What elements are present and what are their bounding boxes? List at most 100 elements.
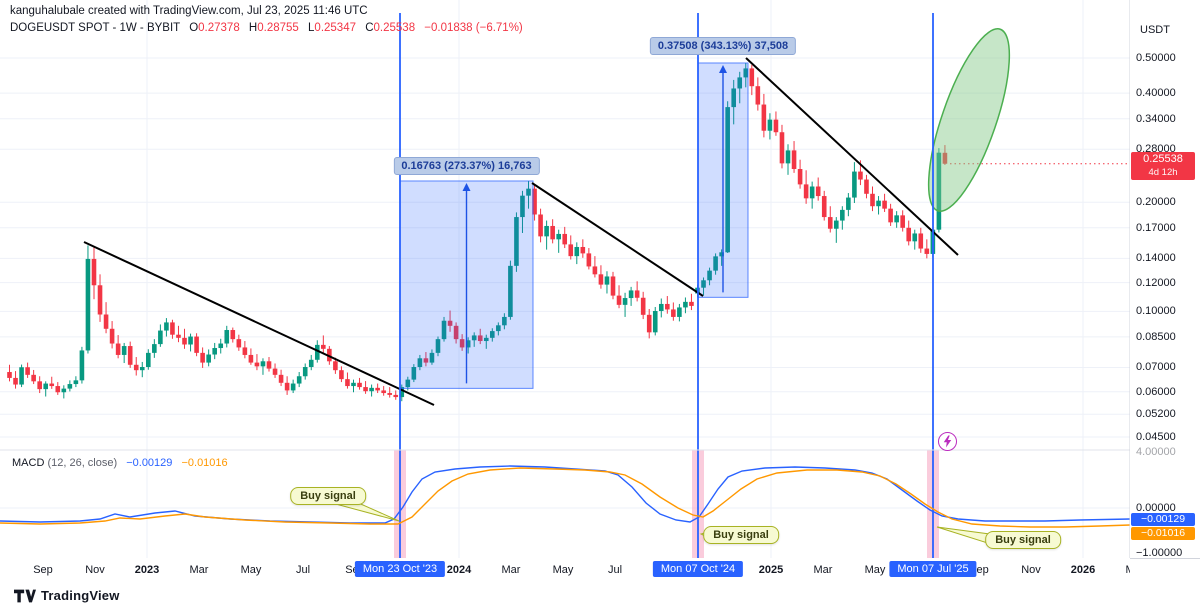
candle-body [31, 374, 36, 382]
candle-body [85, 258, 91, 351]
candle-body [604, 276, 610, 285]
candle-body [876, 200, 881, 207]
candle-body [182, 337, 187, 345]
candle-body [164, 322, 169, 331]
price-tick-label: 0.34000 [1136, 112, 1176, 125]
candle-body [61, 388, 67, 393]
tradingview-logo[interactable]: TradingView [14, 588, 120, 603]
symbol-info-bar[interactable]: DOGEUSDT SPOT - 1W - BYBIT O0.27378 H0.2… [10, 22, 523, 34]
candle-body [532, 188, 537, 215]
candle-body [103, 314, 109, 329]
candle-body [369, 387, 374, 392]
change-value: −0.01838 (−6.71%) [424, 22, 523, 34]
candle-body [821, 196, 827, 218]
buy-signal-callout[interactable]: Buy signal [703, 526, 779, 544]
candle-body [640, 297, 646, 315]
candle-body [628, 290, 634, 299]
candle-body [278, 374, 284, 383]
high-label: H [248, 22, 258, 34]
candle-body [761, 104, 767, 131]
time-axis-label: 2023 [134, 564, 160, 576]
candle-body [544, 225, 549, 237]
candle-body [471, 335, 477, 341]
candle-body [526, 188, 531, 196]
candle-body [568, 244, 574, 257]
buy-signal-callout[interactable]: Buy signal [290, 487, 366, 505]
candle-body [206, 354, 211, 363]
candle-body [79, 350, 85, 381]
projection-ellipse[interactable] [912, 20, 1026, 219]
event-date-marker[interactable]: Mon 23 Oct '23 [354, 561, 446, 577]
price-tick-label: 0.12000 [1136, 276, 1176, 289]
candle-body [212, 348, 217, 355]
candle-body [574, 246, 580, 257]
event-date-marker[interactable]: Mon 07 Oct '24 [652, 561, 744, 577]
candle-body [314, 344, 320, 360]
candle-body [435, 339, 441, 353]
price-tick-label: 0.14000 [1136, 252, 1176, 265]
time-axis-label: Mar [501, 564, 521, 576]
measurement-label[interactable]: 0.16763 (273.37%) 16,763 [393, 157, 540, 175]
candle-body [139, 367, 145, 371]
symbol-title[interactable]: DOGEUSDT SPOT - 1W - BYBIT [10, 22, 180, 34]
measurement-arrowhead [719, 64, 727, 73]
candle-body [508, 265, 513, 317]
candle-body [743, 68, 749, 78]
candle-body [858, 171, 863, 180]
candle-body [357, 382, 362, 388]
low-value: 0.25347 [314, 22, 356, 34]
macd-value: −0.00129 [126, 457, 173, 469]
candle-body [622, 298, 628, 305]
time-axis-label: Nov [85, 564, 105, 576]
macd-signal-line [0, 467, 1131, 528]
candle-body [97, 285, 103, 315]
time-axis-label: Mar [189, 564, 209, 576]
candle-body [272, 368, 278, 375]
price-tick-label: 0.40000 [1136, 87, 1176, 100]
candle-body [67, 384, 73, 389]
candle-body [242, 347, 248, 355]
candle-body [598, 274, 604, 285]
flash-event-icon[interactable] [938, 432, 957, 451]
close-value: 0.25538 [373, 22, 416, 34]
trendline[interactable] [83, 241, 435, 406]
trendline[interactable] [531, 182, 704, 297]
candle-body [556, 233, 561, 240]
candle-body [906, 227, 912, 242]
candle-body [447, 320, 453, 326]
candle-body [773, 119, 779, 133]
buy-signal-callout[interactable]: Buy signal [985, 531, 1061, 549]
macd-signal-value: −0.01016 [181, 457, 228, 469]
macd-indicator-legend[interactable]: MACD (12, 26, close) −0.00129 −0.01016 [12, 457, 228, 469]
close-label: C [365, 22, 374, 34]
price-axis[interactable]: USDT 0.50000 0.40000 0.34000 0.28000 0.20000… [1130, 0, 1200, 584]
candle-body [840, 209, 845, 221]
candle-body [351, 382, 356, 387]
measurement-label[interactable]: 0.37508 (343.13%) 37,508 [649, 37, 797, 55]
candle-body [321, 344, 326, 349]
candle-body [580, 246, 586, 254]
candle-body [284, 382, 290, 391]
candle-body [924, 248, 930, 254]
candle-body [791, 150, 797, 170]
low-label: L [308, 22, 315, 34]
candle-body [852, 171, 857, 198]
macd-signal-badge: −0.01016 [1131, 526, 1195, 540]
candle-body [7, 372, 12, 378]
candle-body [483, 337, 489, 342]
macd-value-badge: −0.00129 [1131, 513, 1195, 526]
event-date-marker[interactable]: Mon 07 Jul '25 [889, 561, 977, 577]
time-axis-label: Nov [1021, 564, 1041, 576]
candle-body [25, 367, 30, 375]
time-axis-label: Jul [295, 564, 311, 576]
candle-body [393, 394, 399, 398]
candle-body [827, 217, 833, 229]
candle-body [399, 387, 405, 398]
price-axis-currency: USDT [1140, 24, 1170, 36]
time-axis[interactable]: SepNov2023MarMayJulSep2024MarMayJul2025M… [0, 558, 1130, 584]
trendline[interactable] [745, 57, 959, 256]
candle-body [749, 68, 755, 87]
candle-body [302, 367, 308, 377]
candle-body [13, 377, 18, 385]
